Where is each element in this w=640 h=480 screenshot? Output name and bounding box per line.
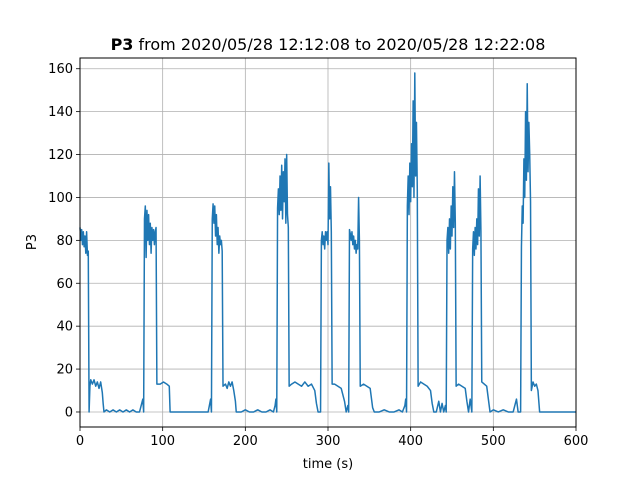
y-axis-label: P3 <box>25 234 40 250</box>
x-tick-label: 300 <box>316 434 341 449</box>
plot-area <box>79 72 576 413</box>
x-axis-label: time (s) <box>303 457 353 472</box>
y-tick-label: 100 <box>48 191 73 206</box>
y-tick-label: 160 <box>48 62 73 77</box>
x-tick-label: 100 <box>150 434 175 449</box>
y-axis: 0 20 40 60 80 100 120 140 160 <box>48 62 80 420</box>
y-tick-label: 140 <box>48 105 73 120</box>
x-tick-label: 600 <box>564 434 589 449</box>
chart-title-bold: P3 <box>111 35 134 54</box>
x-tick-label: 500 <box>481 434 506 449</box>
y-tick-label: 40 <box>56 320 73 335</box>
series-line-0 <box>79 72 576 413</box>
y-tick-label: 120 <box>48 148 73 163</box>
x-tick-label: 200 <box>233 434 258 449</box>
chart-title-rest: from 2020/05/28 12:12:08 to 2020/05/28 1… <box>133 35 545 54</box>
chart-title: P3 from 2020/05/28 12:12:08 to 2020/05/2… <box>111 35 546 54</box>
grid <box>79 58 577 427</box>
y-tick-label: 20 <box>56 363 73 378</box>
y-tick-label: 60 <box>56 277 73 292</box>
x-axis: 0 100 200 300 400 500 600 <box>76 427 589 449</box>
x-tick-label: 400 <box>398 434 423 449</box>
y-tick-label: 80 <box>56 234 73 249</box>
x-tick-label: 0 <box>76 434 84 449</box>
y-tick-label: 0 <box>65 405 73 420</box>
